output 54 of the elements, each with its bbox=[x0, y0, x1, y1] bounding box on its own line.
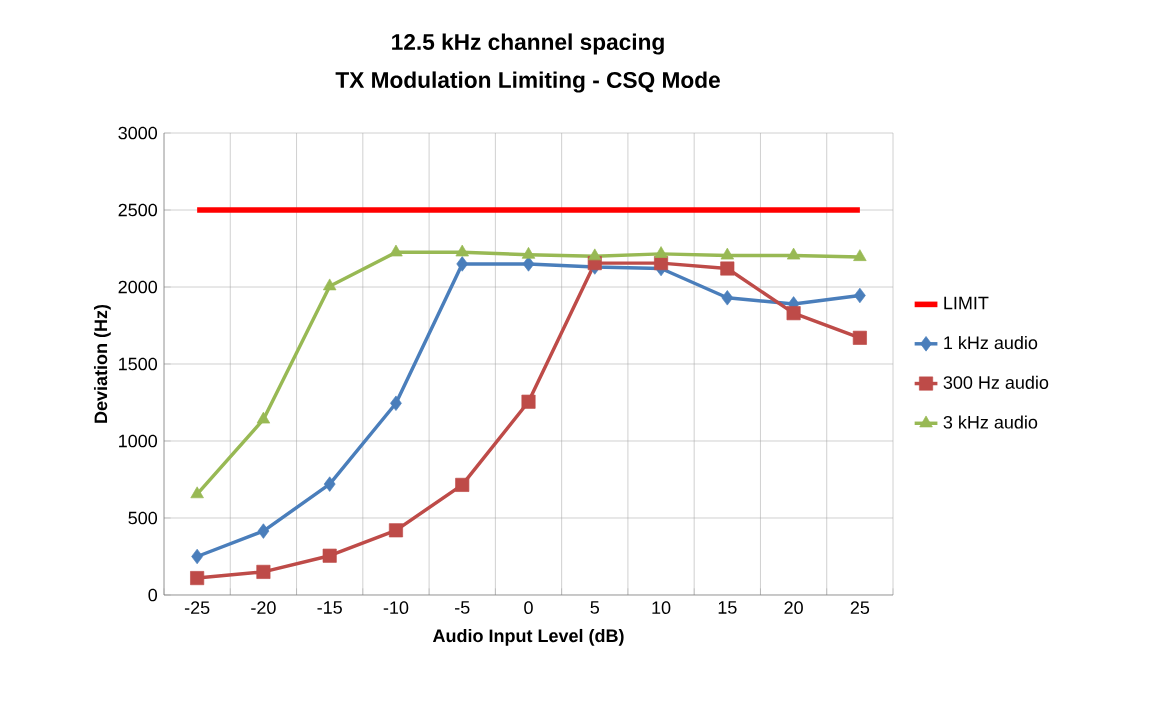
point bbox=[521, 246, 536, 259]
point bbox=[786, 247, 801, 260]
chart-subtitle: TX Modulation Limiting - CSQ Mode bbox=[335, 71, 720, 93]
point bbox=[389, 244, 403, 257]
point bbox=[256, 411, 271, 424]
point bbox=[853, 249, 867, 261]
legend-label: LIMIT bbox=[944, 296, 989, 310]
point bbox=[322, 548, 337, 563]
x-tick-label: -15 bbox=[317, 601, 342, 614]
point bbox=[388, 523, 403, 538]
chart-title: 12.5 kHz channel spacing bbox=[392, 33, 664, 55]
x-tick-label: -5 bbox=[455, 601, 470, 614]
point bbox=[721, 290, 734, 306]
x-tick-label: 25 bbox=[850, 601, 870, 614]
point bbox=[323, 476, 336, 492]
y-axis-title: Deviation (Hz) bbox=[93, 304, 111, 423]
point bbox=[720, 247, 735, 260]
y-tick-label: 0 bbox=[148, 588, 158, 602]
x-tick-label: -10 bbox=[383, 601, 409, 614]
x-tick-label: 5 bbox=[590, 601, 600, 614]
point bbox=[786, 306, 801, 321]
point bbox=[852, 330, 867, 345]
point bbox=[390, 395, 402, 411]
point bbox=[588, 248, 602, 261]
legend-label: 1 kHz audio bbox=[944, 335, 1038, 350]
x-tick-label: -25 bbox=[184, 601, 210, 614]
point bbox=[190, 571, 205, 586]
y-tick-label: 3000 bbox=[118, 126, 158, 140]
x-tick-label: 10 bbox=[652, 601, 671, 614]
point bbox=[455, 244, 469, 257]
y-tick-label: 2000 bbox=[118, 280, 158, 294]
point bbox=[256, 564, 271, 579]
y-tick-label: 500 bbox=[128, 511, 158, 525]
point bbox=[522, 256, 535, 272]
point bbox=[257, 523, 270, 539]
point bbox=[190, 486, 204, 499]
point bbox=[720, 261, 735, 276]
y-tick-label: 1000 bbox=[119, 434, 158, 448]
point bbox=[456, 256, 469, 272]
point bbox=[191, 548, 203, 565]
point bbox=[521, 394, 536, 409]
point bbox=[455, 477, 470, 492]
point bbox=[323, 278, 337, 291]
x-tick-label: 0 bbox=[524, 601, 533, 614]
x-tick-label: 20 bbox=[784, 601, 803, 614]
x-tick-label: -20 bbox=[251, 601, 276, 614]
legend-label: 3 kHz audio bbox=[943, 415, 1038, 429]
point bbox=[654, 246, 668, 258]
y-tick-label: 1500 bbox=[119, 357, 158, 371]
point bbox=[854, 287, 866, 304]
x-tick-label: 15 bbox=[718, 601, 737, 614]
x-axis-title: Audio Input Level (dB) bbox=[432, 628, 624, 646]
y-tick-label: 2500 bbox=[118, 203, 158, 217]
legend-label: 300 Hz audio bbox=[943, 375, 1049, 389]
